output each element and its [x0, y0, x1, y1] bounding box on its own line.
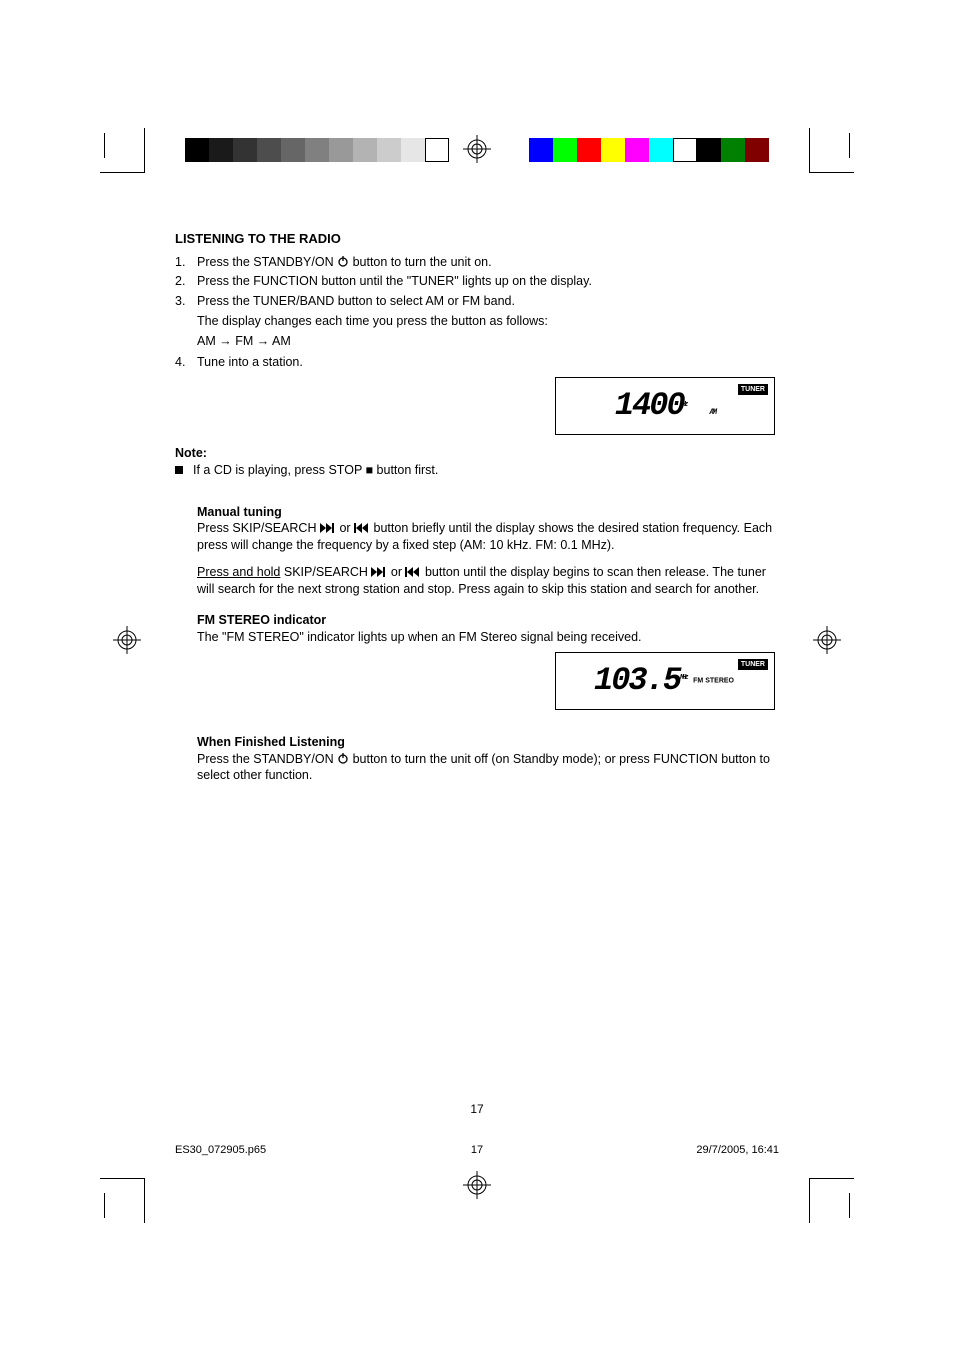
- step-num: 3.: [175, 293, 197, 310]
- note-label: Note:: [175, 445, 780, 462]
- next-track-icon: [371, 567, 387, 577]
- page-content: LISTENING TO THE RADIO 1. Press the STAN…: [175, 230, 780, 784]
- manual-line2: Press and hold SKIP/SEARCH or button unt…: [197, 564, 780, 598]
- crop-mark-bl2: [80, 1193, 105, 1218]
- grayscale-bar: [185, 138, 449, 162]
- step-text: Press the TUNER/BAND button to select AM…: [197, 293, 780, 310]
- freq: 103.5: [594, 662, 680, 699]
- footer-filename: ES30_072905.p65: [175, 1144, 266, 1156]
- step-1: 1. Press the STANDBY/ON button to turn t…: [175, 254, 780, 271]
- fm-stereo-label: FM STEREO: [693, 676, 734, 685]
- step-num: 1.: [175, 254, 197, 271]
- crop-mark-br2: [849, 1193, 874, 1218]
- footer: ES30_072905.p65 17 29/7/2005, 16:41: [175, 1144, 779, 1156]
- registration-mark-left: [113, 626, 141, 654]
- step-3-sub: The display changes each time you press …: [197, 313, 780, 330]
- next-track-icon: [320, 523, 336, 533]
- step-text: Press the STANDBY/ON button to turn the …: [197, 254, 780, 271]
- freq: 1400: [615, 387, 684, 424]
- crop-mark-tr: [809, 128, 854, 173]
- page-number: 17: [470, 1102, 483, 1116]
- text: Press the STANDBY/ON: [197, 255, 337, 269]
- fm-stereo-text: The "FM STEREO" indicator lights up when…: [197, 629, 780, 646]
- tuner-tag: TUNER: [738, 659, 768, 670]
- step-2: 2. Press the FUNCTION button until the "…: [175, 273, 780, 290]
- registration-mark-top: [463, 135, 491, 163]
- prev-track-icon: [354, 523, 370, 533]
- finished-title: When Finished Listening: [197, 734, 780, 751]
- band: AM: [710, 408, 716, 417]
- manual-tuning-block: Manual tuning Press SKIP/SEARCH or butto…: [197, 504, 780, 598]
- prev-track-icon: [405, 567, 421, 577]
- section-title-radio: LISTENING TO THE RADIO: [175, 230, 780, 248]
- tuner-tag: TUNER: [738, 384, 768, 395]
- finished-text: Press the STANDBY/ON button to turn the …: [197, 751, 780, 785]
- crop-mark-tl2: [80, 133, 105, 158]
- step-num: 4.: [175, 354, 197, 371]
- step-text: Press the FUNCTION button until the "TUN…: [197, 273, 780, 290]
- unit: MHz: [680, 674, 687, 682]
- crop-mark-tr2: [849, 133, 874, 158]
- manual-line1: Press SKIP/SEARCH or button briefly unti…: [197, 520, 780, 554]
- manual-tuning-title: Manual tuning: [197, 504, 780, 521]
- crop-mark-tl: [100, 128, 145, 173]
- t: button until the display begins to scan …: [197, 565, 766, 596]
- tuner-display-fm: TUNER 103.5MHz FM STEREO: [555, 652, 775, 710]
- tuner-display-am: TUNER 1400KHz AM: [555, 377, 775, 435]
- power-icon: [337, 255, 349, 267]
- display-value: 1400KHz AM: [564, 384, 766, 427]
- step-text: Tune into a station.: [197, 354, 780, 371]
- note-bullet: If a CD is playing, press STOP ■ button …: [175, 462, 780, 479]
- step-3: 3. Press the TUNER/BAND button to select…: [175, 293, 780, 310]
- power-icon: [337, 752, 349, 764]
- square-bullet-icon: [175, 466, 183, 474]
- step-num: 2.: [175, 273, 197, 290]
- fm-stereo-block: FM STEREO indicator The "FM STEREO" indi…: [197, 612, 780, 646]
- footer-page: 17: [471, 1144, 483, 1156]
- crop-mark-bl: [100, 1178, 145, 1223]
- t: Press SKIP/SEARCH: [197, 521, 320, 535]
- display-value: 103.5MHz: [564, 659, 766, 702]
- t: Press the STANDBY/ON: [197, 752, 337, 766]
- color-bar: [529, 138, 769, 162]
- registration-mark-bottom: [463, 1171, 491, 1199]
- unit: KHz: [680, 401, 687, 409]
- t: or: [339, 521, 354, 535]
- step-4: 4. Tune into a station.: [175, 354, 780, 371]
- t: or: [391, 565, 406, 579]
- crop-mark-br: [809, 1178, 854, 1223]
- finished-block: When Finished Listening Press the STANDB…: [197, 734, 780, 785]
- registration-mark-right: [813, 626, 841, 654]
- footer-datetime: 29/7/2005, 16:41: [696, 1144, 779, 1156]
- t: SKIP/SEARCH: [284, 565, 372, 579]
- step-3-bands: AM → FM → AM: [197, 333, 780, 350]
- fm-stereo-title: FM STEREO indicator: [197, 612, 780, 629]
- note-text: If a CD is playing, press STOP ■ button …: [193, 462, 438, 479]
- text: button to turn the unit on.: [353, 255, 492, 269]
- t: Press and hold: [197, 565, 280, 579]
